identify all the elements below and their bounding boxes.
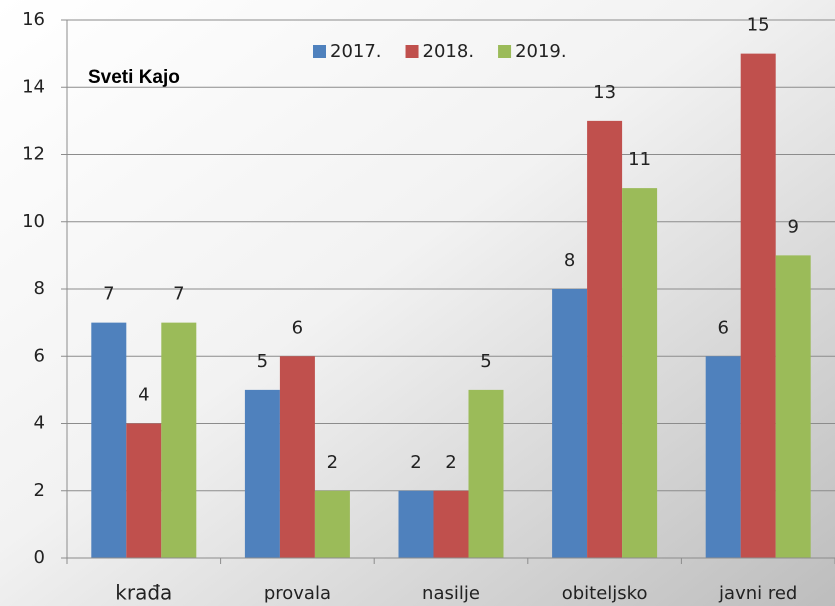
data-label: 8: [564, 250, 575, 271]
x-tick-label: provala: [264, 583, 331, 604]
bar: [468, 389, 504, 558]
bar: [126, 423, 162, 558]
bar: [161, 322, 197, 558]
data-label: 7: [103, 284, 114, 305]
y-tick-label: 14: [22, 76, 45, 97]
legend-label: 2019.: [515, 41, 567, 62]
x-tick-label: javni red: [718, 583, 797, 604]
y-tick-label: 6: [34, 345, 45, 366]
data-label: 13: [593, 82, 616, 103]
bar: [740, 53, 776, 558]
data-label: 5: [480, 351, 491, 372]
legend-swatch: [313, 45, 326, 58]
data-label: 9: [787, 216, 798, 237]
y-tick-label: 0: [34, 547, 45, 568]
y-tick-label: 8: [34, 278, 45, 299]
bar: [91, 322, 127, 558]
chart-title: Sveti Kajo: [88, 67, 180, 88]
legend-label: 2017.: [330, 41, 382, 62]
x-tick-label: obiteljsko: [562, 583, 648, 604]
data-label: 7: [173, 284, 184, 305]
data-label: 15: [747, 15, 770, 36]
y-tick-label: 2: [34, 480, 45, 501]
data-label: 2: [410, 452, 421, 473]
data-label: 2: [327, 452, 338, 473]
bar: [587, 120, 623, 558]
legend-swatch: [498, 45, 512, 58]
data-label: 5: [257, 351, 268, 372]
y-tick-label: 4: [34, 413, 45, 434]
bar: [314, 490, 350, 558]
bar: [398, 490, 434, 558]
bar: [775, 255, 811, 558]
y-tick-label: 10: [22, 211, 45, 232]
bar: [705, 356, 741, 558]
data-label: 2: [445, 452, 456, 473]
legend-label: 2018.: [423, 41, 475, 62]
x-tick-label: nasilje: [422, 583, 480, 604]
bar: [622, 188, 658, 558]
bar: [552, 289, 588, 558]
x-tick-label: krađa: [115, 581, 172, 605]
bar: [433, 490, 469, 558]
bar: [279, 356, 315, 558]
y-tick-label: 12: [22, 144, 45, 165]
bar: [244, 389, 280, 558]
data-label: 4: [138, 385, 149, 406]
y-tick-label: 16: [22, 9, 45, 30]
legend-swatch: [405, 45, 419, 58]
data-label: 6: [717, 317, 728, 338]
data-label: 6: [292, 317, 303, 338]
data-label: 11: [628, 149, 651, 170]
